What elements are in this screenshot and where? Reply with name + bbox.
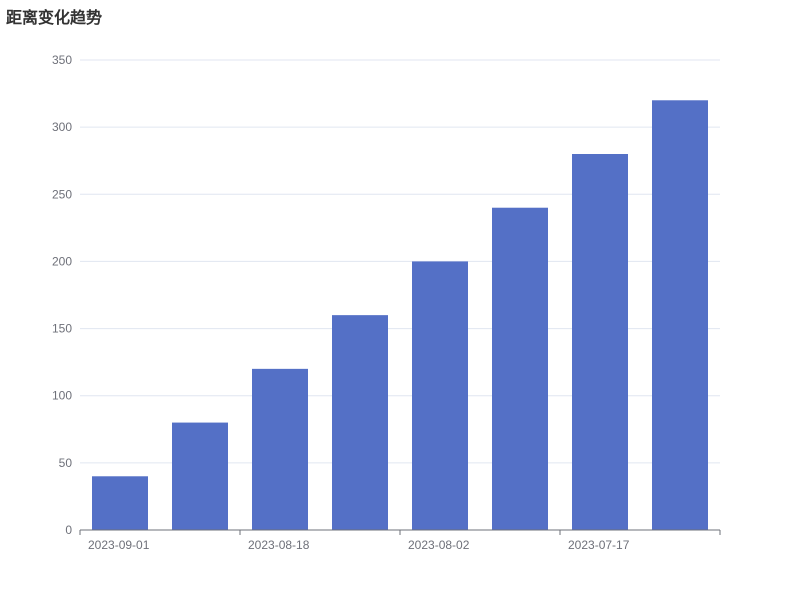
y-axis-labels: 0 50 100 150 200 250 300 350 — [52, 53, 72, 537]
bar-2023-08-25[interactable] — [172, 422, 228, 530]
x-axis-labels: 2023-09-01 2023-08-18 2023-08-02 2023-07-17 — [88, 538, 630, 552]
y-tick-label: 100 — [52, 389, 72, 403]
bar-2023-08-18[interactable] — [252, 368, 308, 530]
bar-2023-08-02[interactable] — [412, 261, 468, 530]
y-tick-label: 350 — [52, 53, 72, 67]
bars — [92, 100, 708, 531]
y-tick-label: 150 — [52, 322, 72, 336]
y-tick-label: 200 — [52, 254, 72, 268]
bar-2023-07-10[interactable] — [652, 100, 708, 531]
y-tick-label: 50 — [59, 456, 73, 470]
x-tick-label: 2023-07-17 — [568, 538, 630, 552]
y-tick-label: 300 — [52, 120, 72, 134]
bar-2023-08-10[interactable] — [332, 315, 388, 530]
x-tick-label: 2023-08-02 — [408, 538, 470, 552]
bar-2023-07-17[interactable] — [572, 154, 628, 530]
y-tick-label: 0 — [65, 523, 72, 537]
y-tick-label: 250 — [52, 187, 72, 201]
bar-2023-07-25[interactable] — [492, 207, 548, 530]
x-tick-label: 2023-09-01 — [88, 538, 150, 552]
x-tick-label: 2023-08-18 — [248, 538, 310, 552]
bar-2023-09-01[interactable] — [92, 476, 148, 530]
x-axis — [79, 529, 721, 535]
chart-title: 距离变化趋势 — [6, 8, 103, 27]
